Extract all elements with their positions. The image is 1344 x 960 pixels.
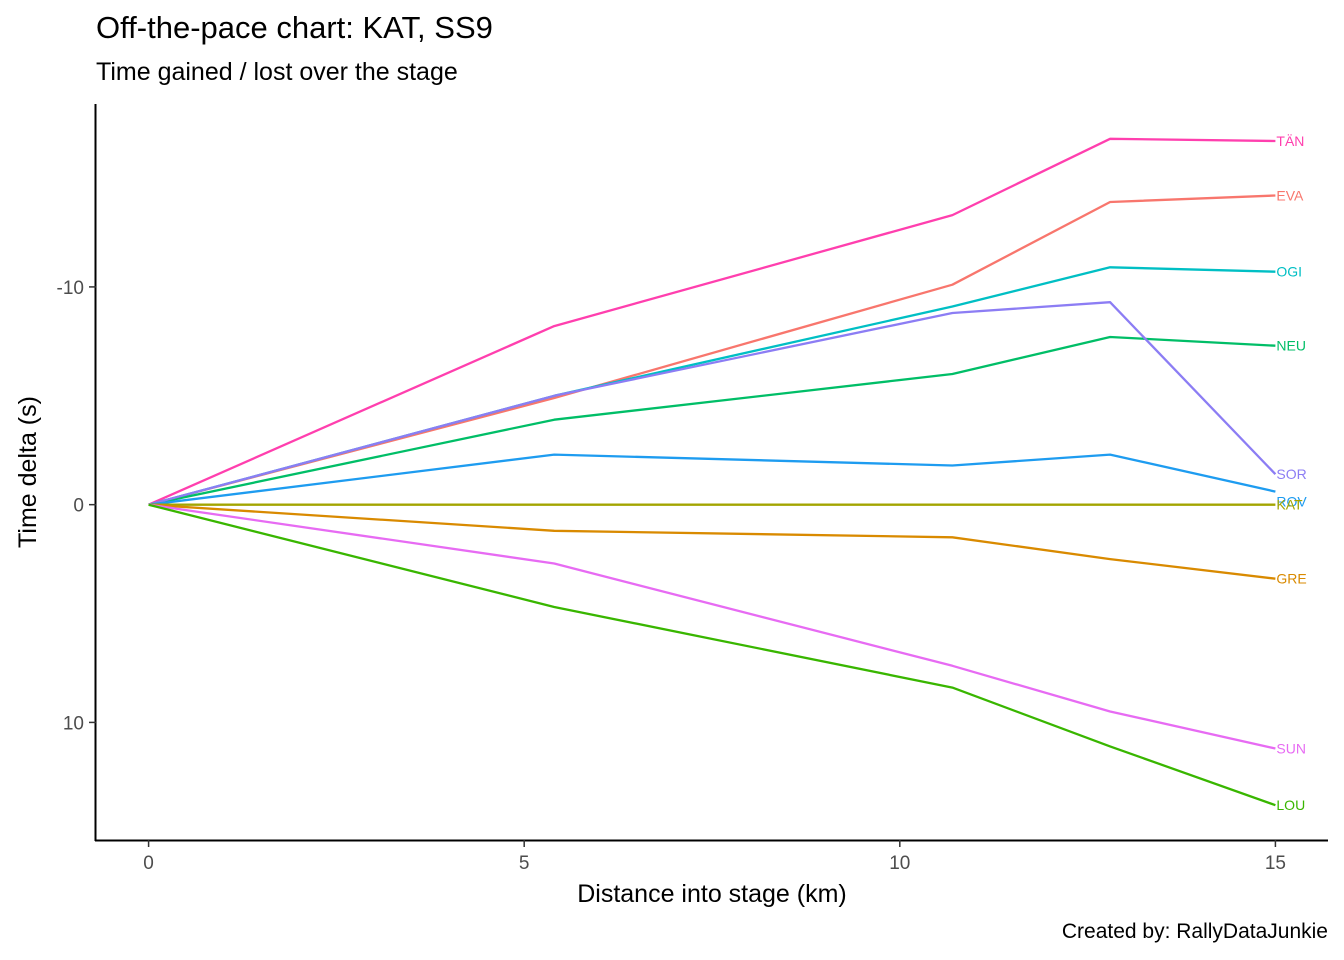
y-tick-label: 10 — [63, 713, 84, 734]
y-axis-ticks: -10 0 10 — [57, 278, 96, 734]
series-line-rov — [148, 453, 1276, 506]
series-label-kat: KAT — [1276, 497, 1303, 513]
y-tick-label: -10 — [57, 278, 84, 299]
series-line-eva — [148, 194, 1276, 506]
series-line-tan — [148, 137, 1276, 506]
chart-title: Off-the-pace chart: KAT, SS9 — [96, 10, 493, 45]
series-label-tan: TÄN — [1276, 133, 1304, 149]
series-label-neu: NEU — [1276, 338, 1306, 354]
x-tick-label: 0 — [143, 853, 154, 874]
series-line-sun — [148, 503, 1276, 750]
series-label-rov: ROV — [1276, 494, 1307, 510]
chart-subtitle: Time gained / lost over the stage — [96, 58, 458, 86]
x-axis-title: Distance into stage (km) — [577, 880, 847, 908]
series-label-ogi: OGI — [1276, 264, 1302, 280]
x-tick-label: 15 — [1265, 853, 1286, 874]
x-axis-ticks: 0 5 10 15 — [143, 840, 1286, 874]
series-label-sor: SOR — [1276, 466, 1306, 482]
series-line-lou — [148, 503, 1276, 807]
series-lines — [148, 137, 1277, 807]
series-label-lou: LOU — [1276, 797, 1305, 813]
series-label-sun: SUN — [1276, 741, 1306, 757]
chart-caption: Created by: RallyDataJunkie — [1061, 920, 1328, 943]
series-line-sor — [148, 301, 1277, 506]
series-line-neu — [148, 335, 1276, 506]
series-line-gre — [148, 503, 1276, 580]
y-axis-title: Time delta (s) — [14, 396, 42, 548]
x-tick-label: 5 — [519, 853, 530, 874]
series-label-eva: EVA — [1276, 188, 1304, 204]
x-tick-label: 10 — [889, 853, 910, 874]
y-tick-label: 0 — [73, 496, 84, 517]
series-label-gre: GRE — [1276, 571, 1306, 587]
